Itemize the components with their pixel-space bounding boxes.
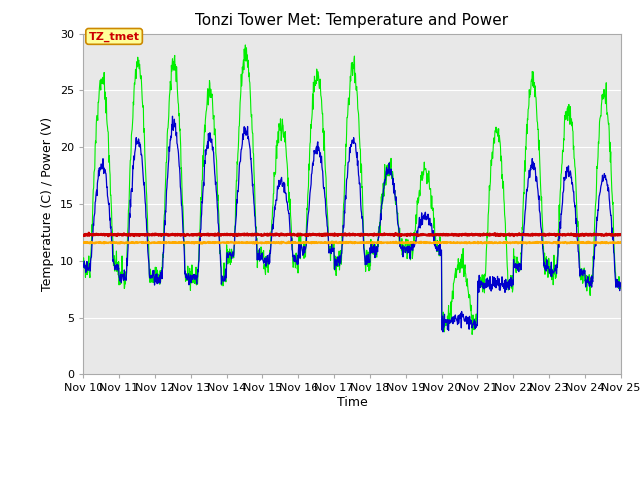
Y-axis label: Temperature (C) / Power (V): Temperature (C) / Power (V) — [42, 117, 54, 291]
X-axis label: Time: Time — [337, 396, 367, 409]
Text: TZ_tmet: TZ_tmet — [88, 31, 140, 42]
Title: Tonzi Tower Met: Temperature and Power: Tonzi Tower Met: Temperature and Power — [195, 13, 509, 28]
